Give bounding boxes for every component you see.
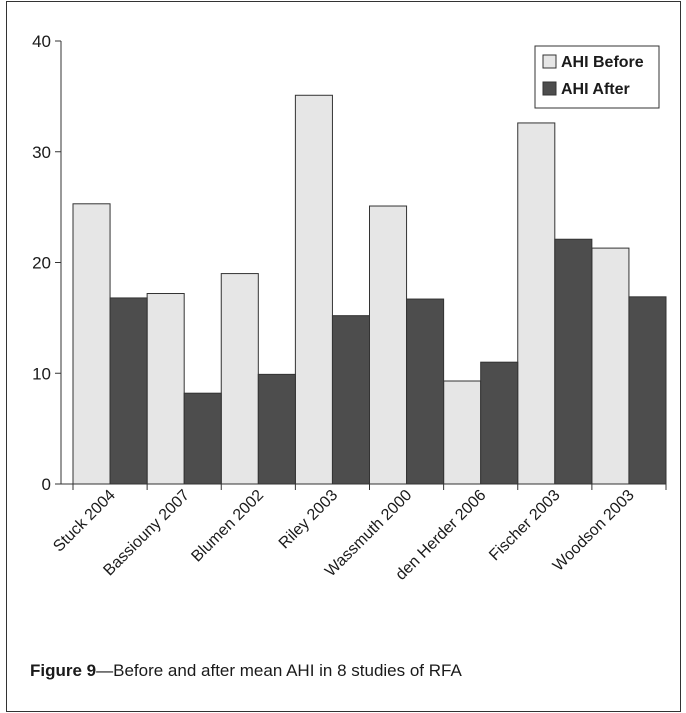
legend: AHI Before AHI After — [534, 45, 660, 109]
figure-caption-dash: — — [96, 661, 114, 680]
legend-label-after: AHI After — [561, 81, 630, 98]
bar-before-2 — [146, 293, 185, 485]
y-tick-label: 40 — [32, 32, 51, 51]
x-tick-label: Fischer 2003 — [486, 487, 563, 564]
y-tick-label: 30 — [32, 143, 51, 162]
bar-after-4 — [331, 315, 371, 485]
legend-label-before: AHI Before — [561, 54, 644, 71]
y-tick-label: 0 — [42, 475, 51, 494]
bar-before-6 — [443, 380, 482, 485]
bar-before-5 — [369, 205, 408, 485]
legend-swatch-after — [542, 81, 557, 96]
bar-after-6 — [480, 361, 519, 485]
bar-after-1 — [109, 297, 148, 485]
bar-after-5 — [406, 298, 445, 485]
bar-before-1 — [72, 203, 111, 485]
y-tick-label: 10 — [32, 364, 51, 383]
legend-swatch-before — [542, 54, 557, 69]
bar-before-3 — [220, 273, 259, 485]
bar-after-2 — [183, 392, 222, 485]
figure-caption-text: Before and after mean AHI in 8 studies o… — [113, 661, 462, 680]
bar-before-4 — [294, 94, 333, 485]
x-tick-label: Woodson 2003 — [550, 487, 638, 575]
bar-after-3 — [257, 373, 296, 485]
figure-caption: Figure 9—Before and after mean AHI in 8 … — [30, 661, 462, 681]
bar-before-8 — [591, 247, 630, 485]
y-tick-label: 20 — [32, 254, 51, 273]
bar-after-8 — [628, 296, 667, 485]
x-tick-label: Stuck 2004 — [50, 487, 119, 556]
x-tick-label: Riley 2003 — [276, 487, 342, 553]
figure-caption-lead: Figure 9 — [30, 661, 97, 680]
x-tick-label: Blumen 2002 — [188, 487, 267, 566]
bar-after-7 — [554, 238, 593, 485]
bar-before-7 — [517, 122, 556, 485]
